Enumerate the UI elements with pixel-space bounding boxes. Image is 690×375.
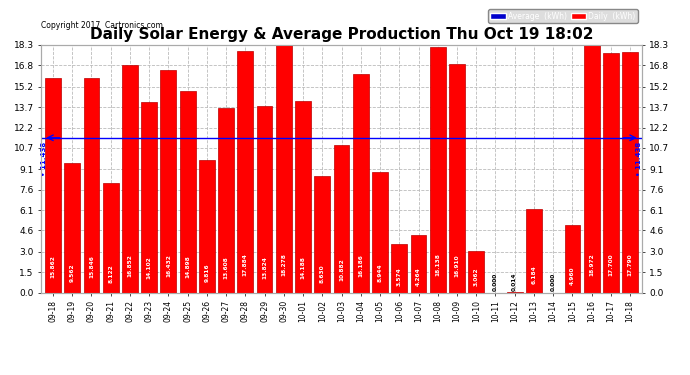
Bar — [161, 70, 176, 292]
Bar — [391, 244, 407, 292]
Bar — [334, 146, 349, 292]
Bar — [141, 102, 157, 292]
Text: 15.846: 15.846 — [89, 255, 94, 278]
Text: 6.184: 6.184 — [531, 266, 536, 284]
Text: 13.824: 13.824 — [262, 256, 267, 279]
Text: 13.608: 13.608 — [224, 256, 228, 279]
Text: Copyright 2017  Cartronics.com: Copyright 2017 Cartronics.com — [41, 21, 164, 30]
Text: 0.014: 0.014 — [512, 273, 518, 291]
Bar — [603, 53, 619, 292]
Text: 3.574: 3.574 — [397, 267, 402, 286]
Text: 18.972: 18.972 — [589, 253, 594, 276]
Bar — [237, 51, 253, 292]
Legend: Average  (kWh), Daily  (kWh): Average (kWh), Daily (kWh) — [488, 9, 638, 23]
Text: 4.264: 4.264 — [416, 267, 421, 285]
Text: 15.862: 15.862 — [50, 255, 55, 278]
Bar — [411, 235, 426, 292]
Bar — [295, 100, 311, 292]
Text: • 11.438: • 11.438 — [41, 142, 48, 176]
Bar — [179, 91, 195, 292]
Text: 10.882: 10.882 — [339, 258, 344, 281]
Bar — [276, 45, 292, 292]
Text: • 11.438: • 11.438 — [635, 142, 642, 176]
Text: 17.884: 17.884 — [243, 254, 248, 276]
Bar — [45, 78, 61, 292]
Text: 16.910: 16.910 — [455, 254, 460, 277]
Bar — [257, 105, 273, 292]
Bar — [449, 64, 465, 292]
Bar — [353, 74, 368, 292]
Bar — [64, 163, 80, 292]
Bar — [83, 78, 99, 292]
Bar — [315, 176, 331, 292]
Title: Daily Solar Energy & Average Production Thu Oct 19 18:02: Daily Solar Energy & Average Production … — [90, 27, 593, 42]
Bar — [122, 64, 138, 292]
Text: 14.898: 14.898 — [185, 256, 190, 278]
Text: 17.700: 17.700 — [609, 254, 613, 276]
Bar — [469, 251, 484, 292]
Text: 0.000: 0.000 — [493, 273, 498, 291]
Text: 14.188: 14.188 — [301, 256, 306, 279]
Text: 16.852: 16.852 — [128, 254, 132, 277]
Bar — [564, 225, 580, 292]
Bar — [622, 52, 638, 292]
Text: 16.432: 16.432 — [166, 255, 171, 278]
Text: 18.138: 18.138 — [435, 253, 440, 276]
Text: 9.816: 9.816 — [204, 263, 209, 282]
Text: 16.186: 16.186 — [358, 255, 364, 278]
Text: 14.102: 14.102 — [147, 256, 152, 279]
Text: 18.278: 18.278 — [282, 253, 286, 276]
Text: 8.630: 8.630 — [319, 264, 325, 283]
Bar — [372, 171, 388, 292]
Text: 0.000: 0.000 — [551, 273, 555, 291]
Text: 3.062: 3.062 — [474, 268, 479, 286]
Text: 8.122: 8.122 — [108, 264, 113, 283]
Text: 17.790: 17.790 — [628, 254, 633, 276]
Bar — [218, 108, 234, 292]
Text: 4.960: 4.960 — [570, 267, 575, 285]
Bar — [199, 160, 215, 292]
Bar — [526, 209, 542, 292]
Text: 8.944: 8.944 — [377, 264, 382, 282]
Bar — [430, 47, 446, 292]
Bar — [584, 36, 600, 292]
Text: 9.562: 9.562 — [70, 263, 75, 282]
Bar — [103, 183, 119, 292]
